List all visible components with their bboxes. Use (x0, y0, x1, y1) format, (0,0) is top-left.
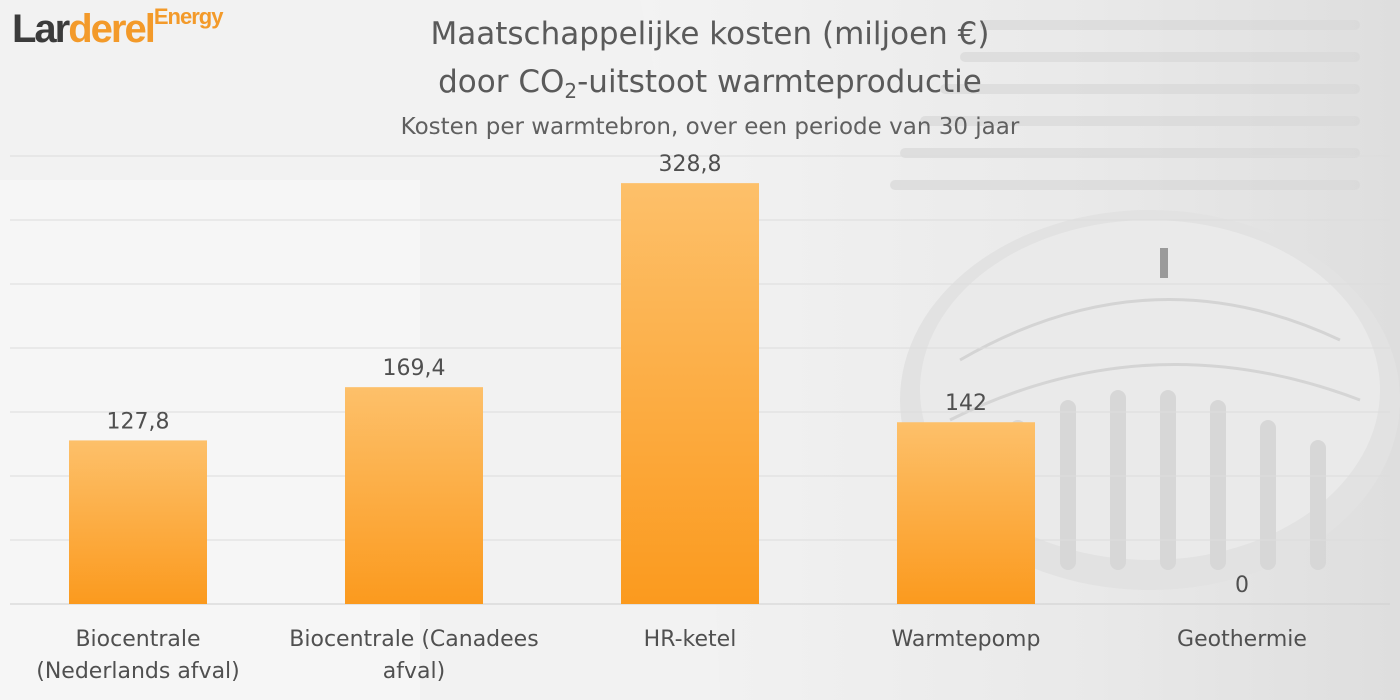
category-label-1: Biocentrale (Nederlands afval) (0, 624, 278, 688)
category-label-line: HR-ketel (643, 627, 737, 652)
chart-title-line-1: Maatschappelijke kosten (miljoen €) (430, 16, 990, 52)
larderel-energy-logo: LarderelEnergy (12, 4, 223, 51)
category-label-line: afval) (382, 659, 446, 684)
bar-3 (621, 183, 759, 605)
data-label-1: 127,8 (107, 409, 170, 434)
data-label-4: 142 (945, 391, 987, 416)
category-label-line: Biocentrale (Canadees (289, 627, 539, 652)
data-label-3: 328,8 (659, 152, 722, 177)
category-label-5: Geothermie (1102, 624, 1382, 656)
chart-subtitle: Kosten per warmtebron, over een periode … (400, 114, 1020, 140)
data-label-2: 169,4 (383, 356, 446, 381)
bar-2 (345, 387, 483, 604)
category-label-line: (Nederlands afval) (36, 659, 240, 684)
chart-title-line-2: door CO2-uitstoot warmteproductie (438, 64, 982, 103)
category-label-line: Biocentrale (75, 627, 201, 652)
bar-4 (897, 422, 1035, 604)
category-label-line: Warmtepomp (891, 627, 1041, 652)
data-label-5: 0 (1235, 573, 1249, 598)
category-label-2: Biocentrale (Canadees afval) (274, 624, 554, 688)
category-label-3: HR-ketel (550, 624, 830, 656)
category-label-4: Warmtepomp (826, 624, 1106, 656)
bar-1 (69, 440, 207, 604)
category-label-line: Geothermie (1177, 627, 1307, 652)
